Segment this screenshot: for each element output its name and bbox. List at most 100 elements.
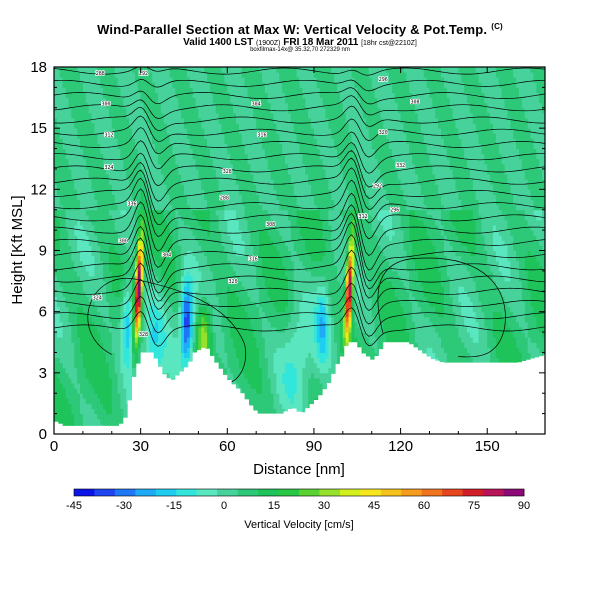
field-cell xyxy=(137,321,142,328)
field-cell xyxy=(256,67,260,129)
field-cell xyxy=(105,301,110,328)
field-cell xyxy=(140,230,145,241)
field-cell xyxy=(299,235,303,262)
field-cell xyxy=(140,240,145,246)
field-cell xyxy=(120,301,124,318)
field-cell xyxy=(536,240,540,262)
field-cell xyxy=(59,209,64,287)
field-cell xyxy=(438,67,442,129)
field-cell xyxy=(464,326,468,348)
field-cell xyxy=(241,143,246,206)
field-cell xyxy=(331,209,335,251)
field-cell xyxy=(345,265,350,272)
field-cell xyxy=(527,337,532,353)
field-cell xyxy=(536,158,540,211)
field-cell xyxy=(516,67,520,88)
field-cell xyxy=(365,337,370,364)
field-cell xyxy=(342,112,347,180)
field-cell xyxy=(178,281,182,308)
field-cell xyxy=(305,209,309,251)
field-cell xyxy=(198,117,202,180)
field-cell xyxy=(389,209,393,241)
theta-contour xyxy=(87,277,247,384)
field-cell xyxy=(198,245,202,272)
field-cell xyxy=(204,255,208,297)
field-cell xyxy=(117,67,121,88)
field-cell xyxy=(123,67,127,109)
field-cell xyxy=(348,225,352,236)
field-cell xyxy=(117,393,121,434)
field-cell xyxy=(247,163,251,231)
field-cell xyxy=(212,281,217,333)
field-cell xyxy=(311,275,315,292)
field-cell xyxy=(287,219,292,251)
field-cell xyxy=(345,281,350,287)
colorbar-swatch xyxy=(278,489,300,496)
field-cell xyxy=(368,342,373,374)
field-cell xyxy=(501,275,506,297)
field-cell xyxy=(449,168,454,211)
field-cell xyxy=(129,321,133,338)
chart-subtitle: Valid 1400 LST (1900Z) FRI 18 Mar 2011 [… xyxy=(0,37,600,48)
field-cell xyxy=(88,209,93,221)
field-cell xyxy=(250,107,254,175)
field-cell xyxy=(267,296,272,323)
field-cell xyxy=(85,296,90,313)
field-cell xyxy=(65,398,69,434)
field-cell xyxy=(449,245,454,297)
field-cell xyxy=(250,388,254,410)
field-cell xyxy=(134,342,139,348)
field-cell xyxy=(285,102,289,165)
chart-title: Wind-Parallel Section at Max W: Vertical… xyxy=(97,22,503,37)
field-cell xyxy=(380,250,384,272)
field-cell xyxy=(238,67,243,134)
field-cell xyxy=(282,332,286,348)
field-cell xyxy=(82,230,87,267)
field-cell xyxy=(429,97,433,165)
field-cell xyxy=(152,255,156,272)
field-cell xyxy=(293,194,298,251)
field-cell xyxy=(183,255,188,277)
field-cell xyxy=(504,107,508,175)
field-cell xyxy=(178,67,182,109)
field-cell xyxy=(467,102,471,170)
field-cell xyxy=(287,112,292,175)
field-cell xyxy=(351,286,355,297)
field-cell xyxy=(302,209,306,241)
field-cell xyxy=(152,342,156,364)
field-cell xyxy=(293,332,298,369)
field-cell xyxy=(371,67,376,88)
field-cell xyxy=(345,332,350,338)
field-cell xyxy=(123,296,127,313)
field-cell xyxy=(311,357,315,374)
field-cell xyxy=(311,67,315,129)
field-cell xyxy=(91,321,95,389)
field-cell xyxy=(322,362,326,374)
field-cell xyxy=(111,128,116,195)
field-cell xyxy=(279,67,283,83)
field-cell xyxy=(183,194,188,226)
field-cell xyxy=(227,260,231,287)
field-cell xyxy=(207,301,211,313)
field-cell xyxy=(493,311,497,338)
field-cell xyxy=(134,296,139,313)
field-cell xyxy=(157,67,162,104)
field-cell xyxy=(111,352,116,434)
field-cell xyxy=(322,296,326,308)
field-cell xyxy=(527,189,532,226)
field-cell xyxy=(290,311,295,338)
field-cell xyxy=(163,347,168,374)
field-cell xyxy=(348,316,352,323)
field-cell xyxy=(432,326,436,353)
field-cell xyxy=(279,143,283,211)
field-cell xyxy=(458,209,462,241)
field-cell xyxy=(244,377,249,399)
field-cell xyxy=(88,245,93,277)
field-cell xyxy=(160,174,165,211)
field-cell xyxy=(426,214,430,236)
field-cell xyxy=(536,209,540,221)
field-cell xyxy=(417,67,422,124)
field-cell xyxy=(114,138,119,206)
field-cell xyxy=(134,281,139,287)
field-cell xyxy=(449,209,454,221)
